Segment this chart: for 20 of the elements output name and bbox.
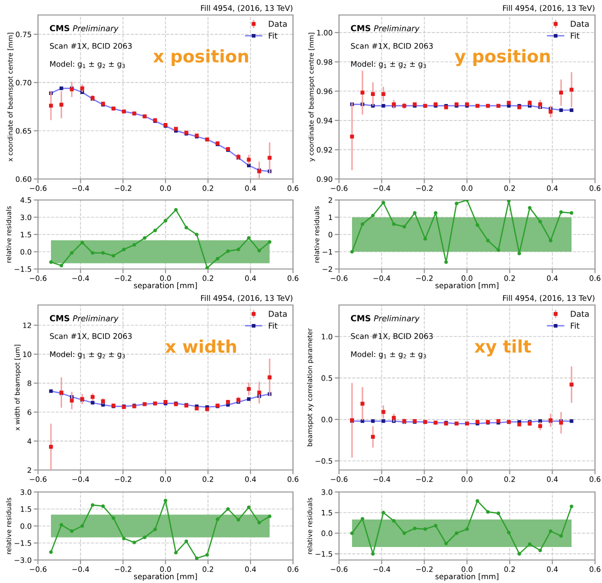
legend-label: Data xyxy=(268,310,287,317)
annotation: Preliminary xyxy=(72,315,119,323)
annotation: CMS xyxy=(50,315,70,322)
legend-label: Fit xyxy=(268,32,278,39)
annotation: CMS xyxy=(350,24,370,32)
legend-label: Fit xyxy=(570,322,580,329)
annotation: CMS xyxy=(50,24,70,32)
annotation: CMS xyxy=(350,315,370,322)
annotation: Preliminary xyxy=(374,315,420,323)
annotation: x width xyxy=(165,340,236,353)
legend-label: Data xyxy=(268,20,287,27)
annotation: xy tilt xyxy=(474,339,531,356)
legend-label: Data xyxy=(570,310,589,317)
annotation: Preliminary xyxy=(374,25,420,33)
legend-label: Fit xyxy=(268,322,278,329)
annotation: x position xyxy=(153,49,248,66)
annotation: y position xyxy=(454,49,550,66)
legend-label: Fit xyxy=(570,32,580,39)
annotation: Preliminary xyxy=(72,25,119,33)
legend-label: Data xyxy=(570,20,589,27)
